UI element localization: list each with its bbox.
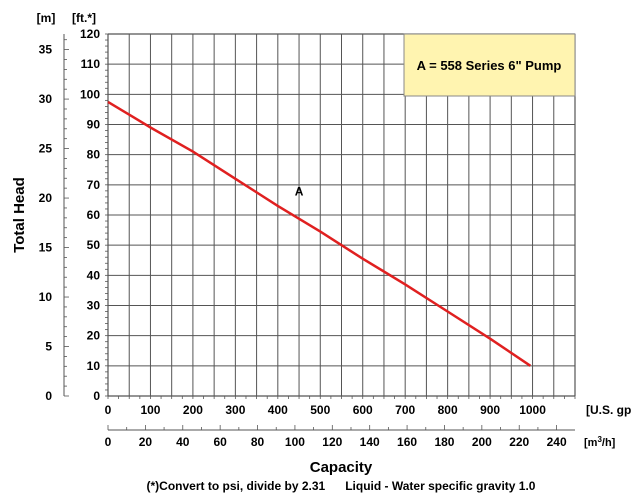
m3h-tick-label: 240 <box>547 435 567 449</box>
series-line-a <box>107 100 532 367</box>
legend-text: A = 558 Series 6" Pump <box>417 58 562 73</box>
m3h-tick-label: 60 <box>213 435 227 449</box>
m3h-tick-label: 80 <box>251 435 265 449</box>
ft-tick-labels: 0 10 20 30 40 50 60 70 80 90 100 110 120 <box>80 27 100 403</box>
ft-tick-label: 30 <box>87 299 101 313</box>
m3h-tick-label: 140 <box>360 435 380 449</box>
x-axis-title: Capacity <box>310 459 373 476</box>
m-tick-label: 25 <box>39 142 53 156</box>
meters-unit-label: [m] <box>37 11 56 25</box>
m3h-tick-label: 180 <box>434 435 454 449</box>
ft-tick-label: 50 <box>87 238 101 252</box>
ft-tick-label: 110 <box>81 57 101 71</box>
m-tick-label: 30 <box>39 92 53 106</box>
gpm-tick-label: 700 <box>395 403 415 417</box>
ft-tick-label: 60 <box>87 208 101 222</box>
ft-tick-label: 40 <box>87 268 101 282</box>
m-tick-label: 20 <box>39 191 53 205</box>
m-tick-label: 5 <box>45 340 52 354</box>
feet-unit-label: [ft.*] <box>72 11 96 25</box>
m3h-tick-label: 200 <box>472 435 492 449</box>
m-tick-label: 0 <box>45 389 52 403</box>
gpm-tick-label: 1000 <box>519 403 546 417</box>
legend-box <box>403 33 576 97</box>
gpm-tick-label: 200 <box>183 403 203 417</box>
ft-tick-label: 10 <box>87 359 101 373</box>
m-tick-labels: 0 5 10 15 20 25 30 35 <box>39 43 53 403</box>
m-tick-label: 10 <box>39 290 53 304</box>
gpm-tick-label: 300 <box>225 403 245 417</box>
ft-tick-label: 90 <box>87 118 101 132</box>
gpm-tick-label: 600 <box>353 403 373 417</box>
gpm-tick-label: 400 <box>268 403 288 417</box>
gpm-tick-label: 100 <box>140 403 160 417</box>
gpm-unit-label: [U.S. gpm] <box>586 403 632 417</box>
m3h-tick-label: 20 <box>139 435 153 449</box>
gpm-tick-label: 0 <box>105 403 112 417</box>
gpm-tick-label: 500 <box>310 403 330 417</box>
m-tick-label: 35 <box>39 43 53 57</box>
ft-tick-label: 100 <box>80 87 100 101</box>
m3h-tick-label: 40 <box>176 435 190 449</box>
m-tick-label: 15 <box>39 241 53 255</box>
m3h-tick-label: 0 <box>105 435 112 449</box>
m3h-tick-label: 220 <box>509 435 529 449</box>
m3h-unit-label: [m3/h] <box>584 435 616 450</box>
m3h-tick-label: 120 <box>322 435 342 449</box>
gpm-tick-label: 900 <box>480 403 500 417</box>
gpm-tick-labels: 0 100 200 300 400 500 600 700 800 900 1000 <box>105 403 547 417</box>
m3h-tick-label: 100 <box>285 435 305 449</box>
gpm-tick-label: 800 <box>438 403 458 417</box>
ft-tick-label: 80 <box>87 148 101 162</box>
m3h-tick-label: 160 <box>397 435 417 449</box>
ft-tick-label: 120 <box>80 27 100 41</box>
m3h-tick-labels: 0 20 40 60 80 100 120 140 160 180 200 220 240 <box>105 435 567 449</box>
ft-tick-label: 20 <box>87 329 101 343</box>
ft-tick-label: 70 <box>87 178 101 192</box>
footnote: (*)Convert to psi, divide by 2.31 Liquid… <box>147 479 536 493</box>
ft-tick-label: 0 <box>93 389 100 403</box>
y-axis-title: Total Head <box>11 177 28 253</box>
series-label-a: A <box>295 184 304 198</box>
